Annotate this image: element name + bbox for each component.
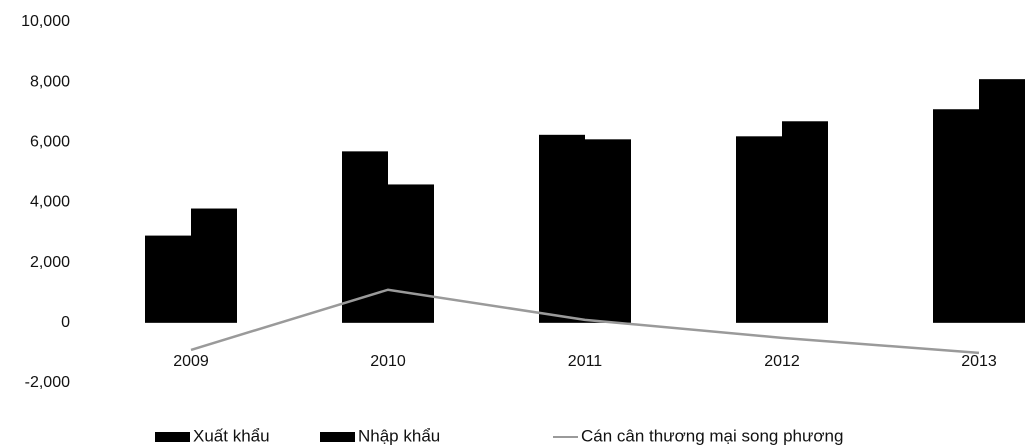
legend-label: Cán cân thương mại song phương [581, 426, 843, 445]
x-tick-label: 2011 [568, 353, 603, 370]
legend-swatch [320, 432, 355, 442]
y-tick-label: 4,000 [30, 194, 70, 211]
bar [145, 235, 191, 323]
x-tick-label: 2010 [370, 353, 406, 370]
y-tick-label: 10,000 [21, 13, 70, 30]
y-tick-label: 6,000 [30, 134, 70, 151]
bar [736, 136, 782, 323]
bar [933, 109, 979, 323]
bar [191, 208, 237, 323]
y-tick-label: -2,000 [25, 374, 70, 391]
bar [539, 134, 585, 323]
line [190, 288, 980, 355]
bar [388, 184, 434, 323]
y-tick-label: 2,000 [30, 254, 70, 271]
bar [342, 151, 388, 323]
bar [782, 121, 828, 323]
x-tick-label: 2009 [173, 353, 209, 370]
legend-label: Xuất khẩu [193, 426, 270, 445]
y-tick-label: 0 [61, 314, 70, 331]
x-tick-label: 2013 [961, 353, 997, 370]
x-tick-label: 2012 [764, 353, 800, 370]
bar [585, 139, 631, 323]
y-tick-label: 8,000 [30, 73, 70, 90]
bar [979, 79, 1025, 323]
legend-label: Nhập khẩu [358, 426, 440, 445]
legend-swatch [155, 432, 190, 442]
